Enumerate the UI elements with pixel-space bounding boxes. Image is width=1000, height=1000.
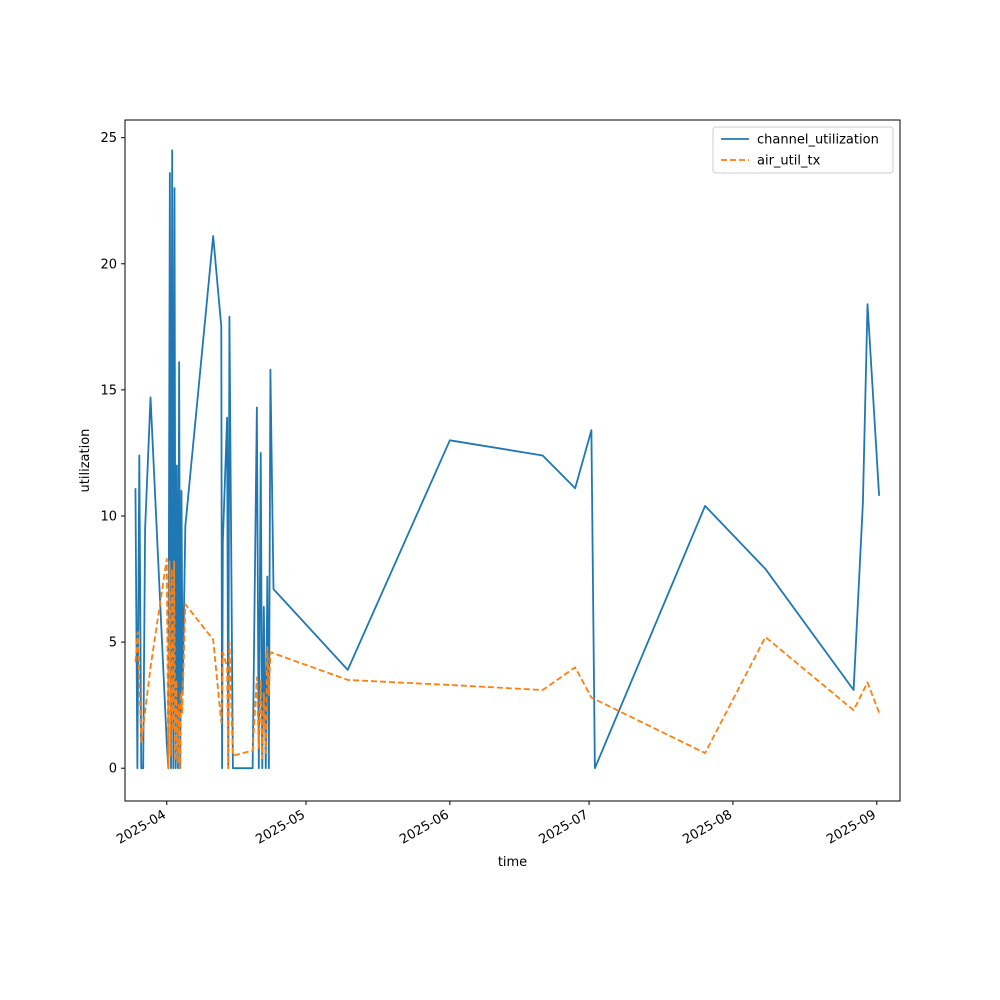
x-axis: 2025-04 2025-05 2025-06 2025-07 2025-08 2025-… — [114, 801, 879, 848]
x-tick-label: 2025-08 — [680, 807, 735, 847]
legend-entry-air_util_tx: air_util_tx — [757, 154, 821, 169]
y-axis-label: utilization — [78, 429, 93, 493]
legend-entry-channel_utilization: channel_utilization — [757, 133, 879, 148]
y-axis: 0 5 10 15 20 25 — [100, 131, 125, 777]
x-tick-label: 2025-06 — [397, 807, 452, 847]
y-tick-label: 10 — [100, 509, 117, 524]
y-tick-label: 5 — [109, 636, 117, 651]
y-tick-label: 20 — [100, 257, 117, 272]
series-line-channel_utilization — [134, 149, 881, 770]
series-layer — [134, 149, 881, 770]
y-tick-label: 15 — [100, 383, 117, 398]
x-tick-label: 2025-09 — [824, 807, 879, 847]
legend-box — [712, 126, 894, 174]
y-tick-label: 25 — [100, 131, 117, 146]
x-axis-label: time — [498, 855, 527, 870]
series-line-air_util_tx — [134, 557, 880, 770]
x-tick-label: 2025-05 — [253, 807, 308, 847]
plot-area-frame — [124, 119, 901, 802]
x-tick-label: 2025-07 — [537, 807, 592, 847]
legend: channel_utilization air_util_tx — [712, 126, 894, 174]
y-tick-label: 0 — [109, 762, 117, 777]
x-tick-label: 2025-04 — [114, 807, 169, 847]
